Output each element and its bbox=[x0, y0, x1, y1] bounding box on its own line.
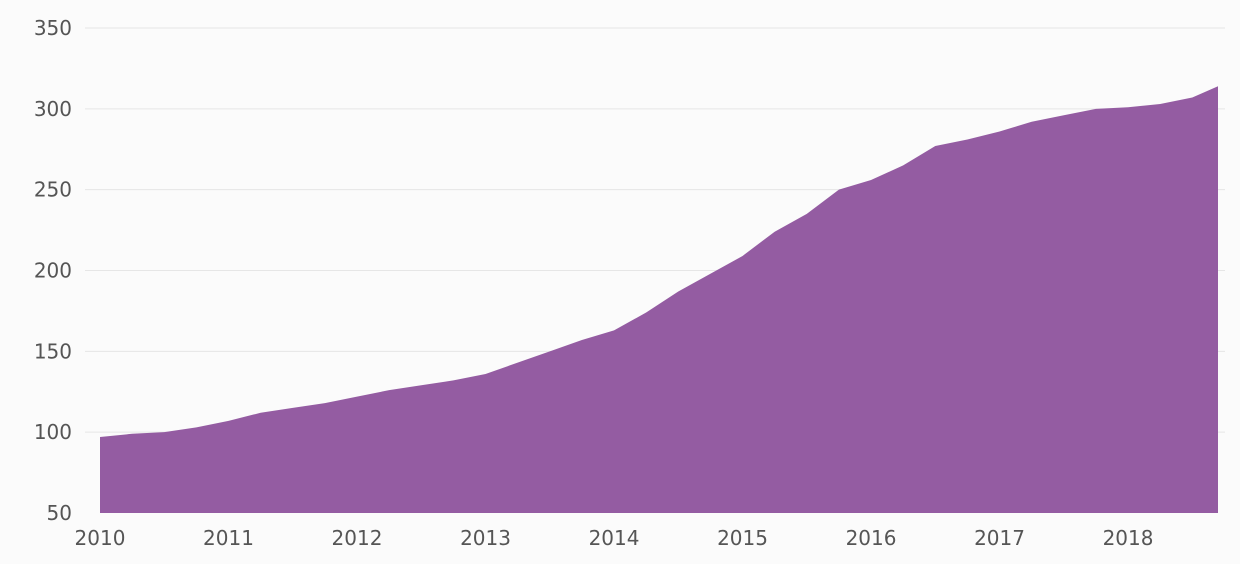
x-tick-label: 2016 bbox=[846, 526, 897, 550]
y-tick-label: 250 bbox=[34, 178, 72, 202]
x-tick-label: 2017 bbox=[974, 526, 1025, 550]
x-tick-label: 2018 bbox=[1103, 526, 1154, 550]
y-tick-label: 150 bbox=[34, 339, 72, 363]
x-tick-label: 2014 bbox=[589, 526, 640, 550]
x-tick-label: 2011 bbox=[203, 526, 254, 550]
x-tick-label: 2015 bbox=[717, 526, 768, 550]
y-tick-label: 100 bbox=[34, 420, 72, 444]
y-tick-label: 50 bbox=[47, 501, 72, 525]
x-tick-label: 2012 bbox=[332, 526, 383, 550]
y-tick-label: 200 bbox=[34, 259, 72, 283]
y-tick-label: 350 bbox=[34, 16, 72, 40]
y-axis: 50 100 150 200 250 300 350 bbox=[34, 16, 72, 525]
y-tick-label: 300 bbox=[34, 97, 72, 121]
x-axis: 2010 2011 2012 2013 2014 2015 2016 2017 2018 bbox=[75, 526, 1154, 550]
x-tick-label: 2010 bbox=[75, 526, 126, 550]
area-series bbox=[100, 86, 1218, 513]
area-series-layer bbox=[100, 86, 1218, 513]
x-tick-label: 2013 bbox=[460, 526, 511, 550]
